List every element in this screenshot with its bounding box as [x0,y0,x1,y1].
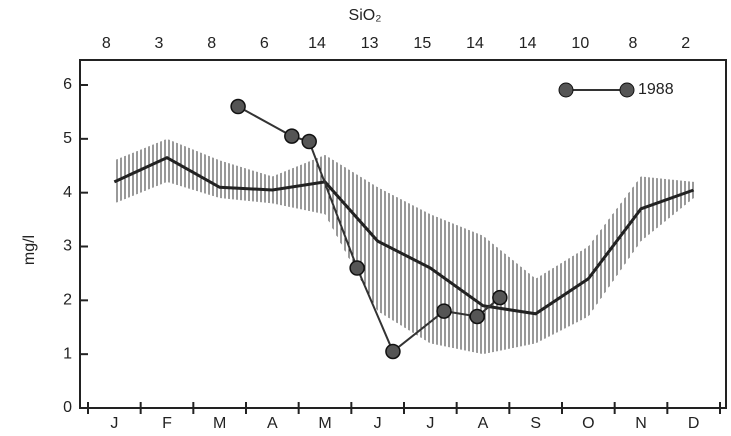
y-axis-label: mg/l [21,235,38,265]
series-point [230,98,246,115]
sample-count: 14 [519,35,537,52]
x-tick-label: M [213,415,226,432]
sample-count: 3 [155,35,164,52]
x-tick-label: O [582,415,594,432]
y-tick-label: 4 [63,184,72,201]
series-point [284,128,300,144]
x-tick-label: M [318,415,331,432]
series-point [492,289,508,306]
sample-count: 2 [681,35,690,52]
sample-count: 8 [629,35,638,52]
series-point [349,260,365,276]
series-point [436,303,452,319]
sample-count: 15 [413,35,431,52]
series-point [385,343,401,360]
y-tick-label: 5 [63,130,72,147]
variability-band [114,138,694,355]
legend-label: 1988 [638,81,674,98]
sample-count: 8 [102,35,111,52]
x-tick-label: S [530,415,541,432]
y-tick-label: 1 [63,345,72,362]
x-tick-label: F [162,415,172,432]
x-tick-label: J [426,415,434,432]
sample-count: 13 [361,35,379,52]
mean-line [113,155,695,316]
sample-count: 8 [207,35,216,52]
x-tick-label: A [267,415,278,432]
chart-title: SiO₂ [349,7,382,24]
y-tick-label: 2 [63,292,72,309]
legend-marker [619,82,635,98]
sample-count: 14 [308,35,326,52]
x-tick-label: J [110,415,118,432]
y-tick-label: 3 [63,238,72,255]
x-tick-label: N [635,415,647,432]
y-tick-label: 0 [63,399,72,416]
legend-marker [558,82,574,98]
x-tick-label: D [688,415,700,432]
series-point [469,308,485,325]
x-tick-label: J [374,415,382,432]
x-tick-label: A [478,415,489,432]
sample-count: 14 [466,35,484,52]
sample-count: 6 [260,35,269,52]
sample-count: 10 [571,35,589,52]
y-tick-label: 6 [63,76,72,93]
series-point [301,133,317,150]
